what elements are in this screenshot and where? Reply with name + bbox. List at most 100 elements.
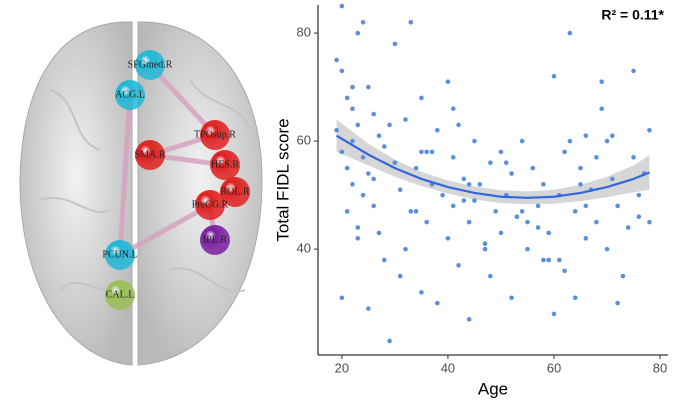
node-label: ACG.L: [115, 89, 145, 100]
point: [344, 165, 350, 171]
point: [599, 79, 605, 84]
point: [535, 225, 541, 230]
point: [419, 290, 424, 295]
point: [519, 209, 525, 214]
point: [381, 257, 387, 263]
point: [450, 155, 456, 160]
point: [408, 19, 414, 25]
point: [482, 246, 488, 252]
point: [551, 311, 557, 317]
point: [525, 246, 530, 252]
node-label: CAL.L: [106, 289, 135, 300]
node-label: HES.R: [211, 159, 239, 170]
point: [556, 257, 562, 263]
point: [366, 171, 371, 176]
point: [472, 138, 477, 144]
point: [360, 192, 366, 198]
point: [461, 176, 467, 182]
point: [440, 192, 445, 198]
brain-node: [220, 177, 250, 207]
point: [419, 149, 424, 155]
point: [403, 117, 408, 122]
point: [334, 128, 339, 133]
point: [567, 138, 573, 144]
nodes: SFGmed.R ACG.L TPOsup.R SMA.R HES.R ROL.R PreC…: [102, 50, 250, 310]
node-label: PCUN.L: [102, 249, 137, 260]
point: [366, 306, 371, 311]
point: [450, 106, 456, 112]
point: [631, 68, 636, 74]
point: [647, 219, 652, 225]
point: [541, 257, 546, 263]
x-tick-label: 40: [441, 360, 455, 375]
point: [514, 214, 520, 220]
point: [456, 122, 461, 128]
point: [498, 149, 504, 155]
point: [350, 106, 355, 112]
point: [392, 160, 398, 166]
point: [509, 295, 514, 301]
point: [397, 187, 403, 193]
point: [355, 225, 361, 230]
point: [339, 295, 345, 301]
point: [344, 95, 350, 101]
node-label: SMA.R: [135, 149, 166, 160]
point: [419, 95, 424, 101]
point: [371, 203, 376, 209]
point: [466, 317, 472, 322]
point: [413, 165, 419, 171]
edge: [147, 62, 218, 138]
brain-node: [195, 190, 225, 220]
node-label: SFGmed.R: [128, 59, 173, 70]
node-label: IPL.R: [203, 234, 228, 245]
x-tick-label: 20: [335, 360, 349, 375]
point: [583, 236, 589, 241]
point: [583, 203, 589, 209]
point: [387, 338, 392, 344]
point: [424, 219, 430, 225]
point: [572, 295, 578, 301]
point: [530, 165, 536, 171]
point: [572, 209, 578, 214]
fit-line: [335, 134, 650, 199]
node-label: ROL.R: [220, 186, 250, 197]
point: [594, 155, 599, 160]
point: [397, 273, 403, 279]
brain-node: [200, 120, 230, 150]
point: [413, 209, 419, 214]
point: [594, 219, 599, 225]
point: [360, 155, 366, 160]
point: [456, 263, 461, 268]
point: [445, 236, 451, 241]
edge: [117, 92, 133, 258]
point: [551, 73, 557, 79]
point: [525, 219, 530, 225]
point: [387, 122, 392, 128]
point: [435, 300, 440, 306]
point: [578, 165, 583, 171]
point: [567, 30, 573, 36]
point: [519, 138, 525, 144]
point: [546, 257, 551, 263]
point: [371, 111, 376, 117]
point: [466, 182, 472, 187]
y-axis-label: Total FIDL score: [273, 118, 292, 241]
brain-node: [115, 80, 145, 110]
x-tick-label: 60: [547, 360, 561, 375]
point: [403, 246, 408, 252]
point: [562, 268, 567, 274]
point: [371, 176, 376, 182]
brain-node: [135, 140, 165, 170]
point: [631, 155, 636, 160]
point: [466, 219, 472, 225]
brain-image: [19, 21, 263, 366]
point: [344, 209, 350, 214]
point: [392, 41, 398, 47]
gyri: [39, 79, 251, 293]
point: [636, 214, 642, 220]
point: [482, 241, 488, 247]
point: [339, 68, 345, 74]
y-tick-label: 40: [297, 241, 311, 256]
point: [350, 182, 355, 187]
point: [610, 176, 615, 182]
